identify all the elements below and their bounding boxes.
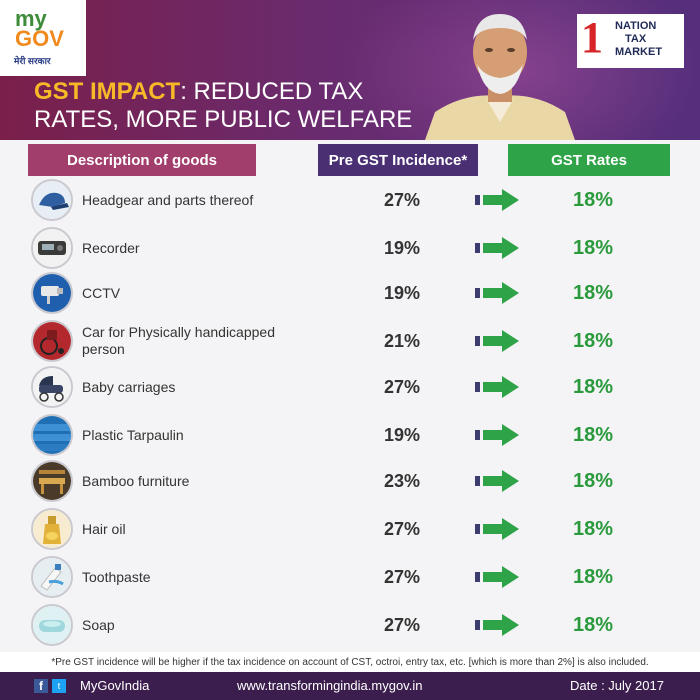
arrow-right-icon	[475, 614, 519, 636]
gst-rate: 18%	[572, 236, 614, 259]
arrow-right-icon	[475, 424, 519, 446]
table-row: CCTV 19% 18%	[0, 270, 700, 316]
ntm-logo-line1: NATION	[615, 20, 657, 32]
table-row: Baby carriages 27% 18%	[0, 364, 700, 410]
pre-gst-rate: 27%	[383, 614, 421, 635]
page-title: GST IMPACT: REDUCED TAX RATES, MORE PUBL…	[34, 78, 412, 134]
mygov-logo-gov: GOV	[15, 26, 64, 51]
pre-gst-rate: 27%	[383, 189, 421, 210]
ntm-logo-line2: TAX	[625, 33, 647, 45]
arrow-right-icon	[475, 189, 519, 211]
table-row: Recorder 19% 18%	[0, 225, 700, 271]
gst-rate: 18%	[572, 375, 614, 398]
table-row: Soap 27% 18%	[0, 602, 700, 648]
good-name: Plastic Tarpaulin	[82, 426, 184, 443]
cctv-icon	[31, 272, 73, 314]
social-handle[interactable]: MyGovIndia	[80, 678, 150, 693]
mygov-logo-tagline: मेरी सरकार	[14, 56, 51, 66]
gst-rate: 18%	[572, 517, 614, 540]
twitter-icon[interactable]: t	[52, 679, 66, 693]
toothpaste-icon	[31, 556, 73, 598]
pre-gst-rate: 19%	[383, 424, 421, 445]
recorder-icon	[31, 227, 73, 269]
table-row: Plastic Tarpaulin 19% 18%	[0, 412, 700, 458]
column-header-pre-gst: Pre GST Incidence*	[318, 144, 478, 176]
gst-rate: 18%	[572, 565, 614, 588]
arrow-right-icon	[475, 237, 519, 259]
gst-rate: 18%	[572, 613, 614, 636]
good-name: Baby carriages	[82, 378, 176, 395]
good-name: Headgear and parts thereof	[82, 191, 254, 208]
gst-rate: 18%	[572, 423, 614, 446]
good-name: CCTV	[82, 284, 121, 301]
bamboo-furniture-icon	[31, 460, 73, 502]
arrow-right-icon	[475, 518, 519, 540]
arrow-right-icon	[475, 376, 519, 398]
table-row: Bamboo furniture 23% 18%	[0, 458, 700, 504]
publication-date: Date : July 2017	[570, 678, 664, 693]
portrait-photo	[425, 14, 575, 140]
tarpaulin-icon	[31, 414, 73, 456]
pre-gst-rate: 27%	[383, 566, 421, 587]
pre-gst-rate: 19%	[383, 237, 421, 258]
gst-rate: 18%	[572, 188, 614, 211]
good-name: Car for Physically handicapped person	[82, 324, 275, 357]
hair-oil-icon	[31, 508, 73, 550]
table-row: Hair oil 27% 18%	[0, 506, 700, 552]
arrow-right-icon	[475, 282, 519, 304]
title-highlight: GST IMPACT	[34, 78, 181, 105]
goods-table	[0, 140, 700, 652]
pre-gst-rate: 21%	[383, 330, 421, 351]
cap-icon	[31, 179, 73, 221]
gst-rate: 18%	[572, 469, 614, 492]
pram-icon	[31, 366, 73, 408]
footer-bar: f t MyGovIndia www.transformingindia.myg…	[0, 672, 700, 700]
facebook-icon[interactable]: f	[34, 679, 48, 693]
pre-gst-rate: 27%	[383, 518, 421, 539]
arrow-right-icon	[475, 470, 519, 492]
column-header-gst-rates: GST Rates	[508, 144, 670, 176]
good-name: Recorder	[82, 239, 140, 256]
title-line2: RATES, MORE PUBLIC WELFARE	[34, 106, 413, 133]
ntm-logo-numeral: 1	[581, 13, 603, 62]
good-name: Toothpaste	[82, 568, 151, 585]
table-row: Headgear and parts thereof 27% 18%	[0, 177, 700, 223]
column-header-description: Description of goods	[28, 144, 256, 176]
table-row: Car for Physically handicapped person 21…	[0, 318, 700, 364]
gst-rate: 18%	[572, 281, 614, 304]
mygov-logo[interactable]: my GOV मेरी सरकार	[0, 0, 86, 76]
good-name: Bamboo furniture	[82, 472, 190, 489]
mygov-logo-my: my	[15, 6, 47, 31]
good-name: Soap	[82, 616, 115, 633]
ntm-logo-line3: MARKET	[615, 46, 663, 58]
table-row: Toothpaste 27% 18%	[0, 554, 700, 600]
title-line1: : REDUCED TAX	[180, 78, 364, 105]
header-banner: my GOV मेरी सरकार GST IMPACT: REDUCED TA…	[0, 0, 700, 140]
arrow-right-icon	[475, 330, 519, 352]
gst-rate: 18%	[572, 329, 614, 352]
nation-tax-market-logo[interactable]: 1 NATION TAX MARKET	[577, 13, 684, 68]
pre-gst-rate: 23%	[383, 470, 421, 491]
arrow-right-icon	[475, 566, 519, 588]
pre-gst-rate: 19%	[383, 282, 421, 303]
good-name: Hair oil	[82, 520, 126, 537]
pre-gst-rate: 27%	[383, 376, 421, 397]
website-link[interactable]: www.transformingindia.mygov.in	[237, 678, 423, 693]
soap-icon	[31, 604, 73, 646]
footnote: *Pre GST incidence will be higher if the…	[0, 652, 700, 672]
wheelchair-icon	[31, 320, 73, 362]
